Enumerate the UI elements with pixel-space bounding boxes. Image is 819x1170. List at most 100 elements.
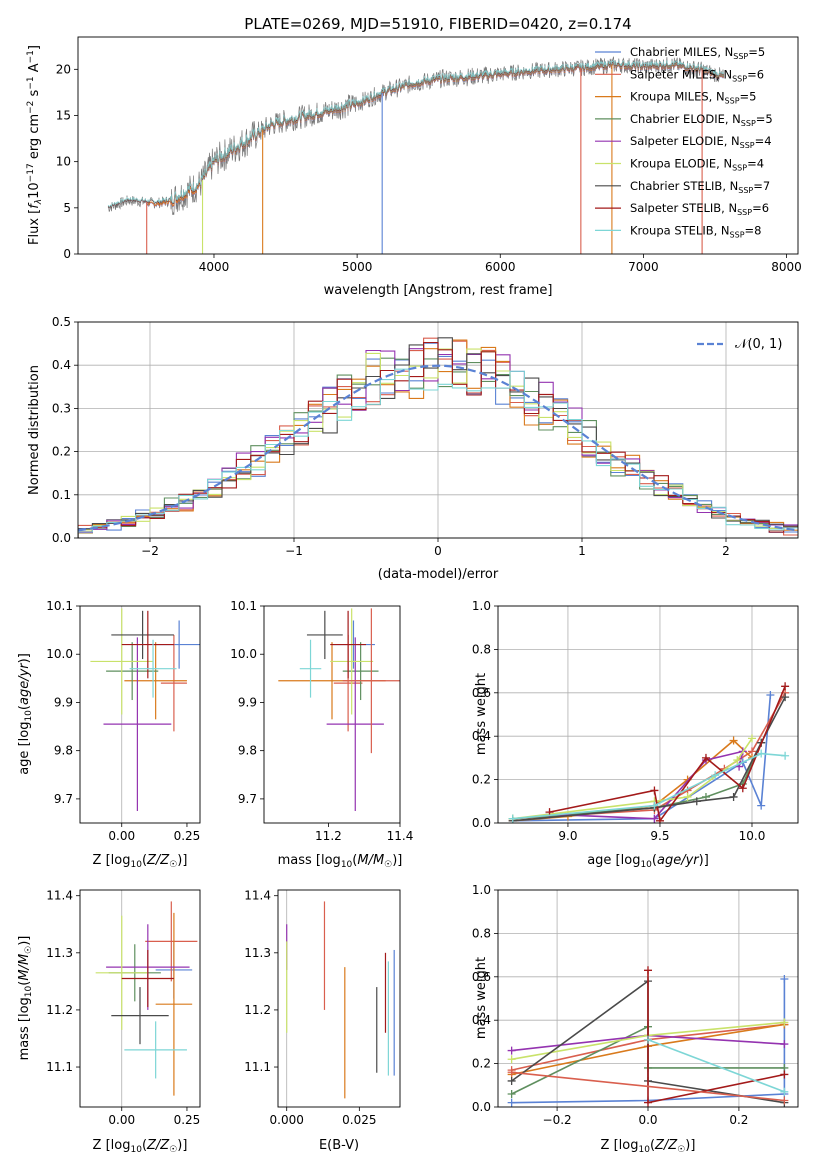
y-axis-label: age [log10(age/yr)]	[17, 653, 34, 775]
y-axis-label-part: −1	[26, 50, 36, 63]
label-part: age [log	[587, 853, 640, 868]
legend-sub: SSP	[733, 52, 748, 61]
weight-marker	[650, 786, 659, 795]
label-part: )]	[392, 853, 402, 868]
x-tick-label: −2	[141, 544, 159, 558]
legend-entry: Kroupa STELIB, NSSP=8	[630, 223, 761, 239]
y-tick-label: 0.0	[52, 531, 71, 545]
x-axis-label: Z [log10(Z/Z☉)]	[93, 853, 188, 870]
y-tick-label: 0.4	[472, 729, 491, 743]
x-tick-label: 0.00	[108, 829, 135, 843]
label-part: 10	[130, 860, 142, 870]
age-vs-Z-axes: 0.00 0.25 9.7 9.8 9.9 10.0 10.1	[46, 599, 201, 843]
y-axis-label-part: Flux [	[27, 209, 42, 245]
weight-marker	[650, 814, 659, 823]
y-axis-label-part: 10	[27, 182, 42, 199]
label-part: Z/Z	[654, 1138, 678, 1153]
legend-value: =5	[740, 90, 757, 104]
weight-marker	[650, 801, 659, 810]
weight-marker	[781, 693, 790, 702]
y-axis-label-part: erg cm	[27, 114, 42, 163]
label-part: M/M	[17, 954, 32, 981]
age-vs-mass-axes: 11.2 11.4 9.7 9.8 9.9 10.0 10.1	[230, 599, 413, 843]
y-axis-label-part: −17	[26, 163, 36, 182]
label-part: ☉	[169, 1145, 177, 1155]
label-part: )]	[699, 853, 709, 868]
legend-entry: Kroupa MILES, NSSP=5	[630, 90, 756, 106]
y-tick-label: 0.1	[52, 488, 71, 502]
y-tick-label: 0.2	[52, 445, 71, 459]
weight-vs-age-axes: 9.0 9.5 10.0 0.0 0.2 0.4 0.6 0.8 1.0	[472, 599, 799, 843]
label-part: )]	[177, 1138, 187, 1153]
y-tick-label: 11.1	[46, 1060, 73, 1074]
label-part: Z/Z	[146, 853, 170, 868]
label-part: (	[17, 705, 32, 710]
y-axis-label-part: A	[27, 63, 42, 76]
y-tick-label: 0.6	[472, 970, 491, 984]
x-tick-label: 10.0	[739, 829, 766, 843]
legend-name: Chabrier MILES, N	[630, 45, 733, 59]
x-tick-label: 0.000	[270, 1113, 304, 1127]
y-tick-label: 10.1	[230, 599, 257, 613]
weight-marker	[766, 690, 775, 699]
y-tick-label: 15	[56, 108, 71, 122]
x-tick-label: 2	[722, 544, 730, 558]
label-part: ☉	[169, 860, 177, 870]
y-axis-label: Normed distribution	[27, 365, 42, 495]
legend-sub: SSP	[737, 208, 752, 217]
label-part: ☉	[384, 860, 392, 870]
plot-area	[286, 890, 395, 1107]
weight-marker	[683, 792, 692, 801]
weight-marker	[644, 966, 652, 975]
legend-sub: SSP	[732, 74, 747, 83]
weight-marker	[507, 1098, 516, 1107]
y-tick-label: 11.4	[244, 889, 271, 903]
legend-name: Chabrier ELODIE, N	[630, 112, 741, 126]
y-axis-label-part: s	[27, 89, 42, 100]
label-part: (	[142, 1138, 147, 1153]
label-part: mass [log	[278, 853, 341, 868]
label-part: ☉	[677, 1145, 685, 1155]
plot-area	[107, 56, 724, 254]
label-part: )]	[685, 1138, 695, 1153]
legend-name: Kroupa STELIB, N	[630, 223, 730, 237]
weight-marker	[738, 784, 747, 793]
plot-area	[507, 966, 789, 1107]
label-part: )]	[17, 653, 32, 663]
label-part: (	[352, 853, 357, 868]
weight-marker	[692, 797, 701, 806]
legend-value: =7	[753, 179, 770, 193]
legend-sub: SSP	[738, 186, 753, 195]
label-part: ☉	[24, 946, 34, 954]
x-tick-label: 0.0	[638, 1113, 657, 1127]
label-part: 10	[640, 860, 652, 870]
label-part: Z [log	[93, 853, 131, 868]
y-tick-label: 10	[56, 155, 71, 169]
weight-marker	[644, 1098, 652, 1107]
x-axis-label: wavelength [Angstrom, rest frame]	[324, 283, 553, 298]
plot-area	[90, 606, 200, 823]
y-axis-label: Flux [fλ10−17 erg cm−2 s−1 A−1]	[26, 45, 44, 245]
x-tick-label: 0	[434, 544, 442, 558]
x-tick-label: 0.25	[174, 829, 201, 843]
y-tick-label: 0.6	[472, 686, 491, 700]
label-part: Z [log	[601, 1138, 639, 1153]
label-part: 10	[24, 710, 34, 722]
y-tick-label: 9.9	[54, 695, 73, 709]
y-tick-label: 11.3	[244, 946, 271, 960]
axes-frame	[277, 889, 401, 1108]
x-axis-label: Z [log10(Z/Z☉)]	[601, 1138, 696, 1155]
y-tick-label: 10.0	[46, 647, 73, 661]
axes-frame	[263, 605, 401, 824]
axes-frame	[79, 605, 201, 824]
y-axis-label-part: λ	[34, 199, 44, 205]
weight-series	[512, 694, 772, 822]
x-tick-label: 0.025	[342, 1113, 376, 1127]
plot-area	[278, 608, 400, 811]
x-axis-label: age [log10(age/yr)]	[587, 853, 709, 870]
plot-area	[508, 682, 790, 823]
y-tick-label: 11.3	[46, 946, 73, 960]
label-part: age/yr	[657, 853, 700, 868]
legend-sub: SSP	[741, 119, 756, 128]
